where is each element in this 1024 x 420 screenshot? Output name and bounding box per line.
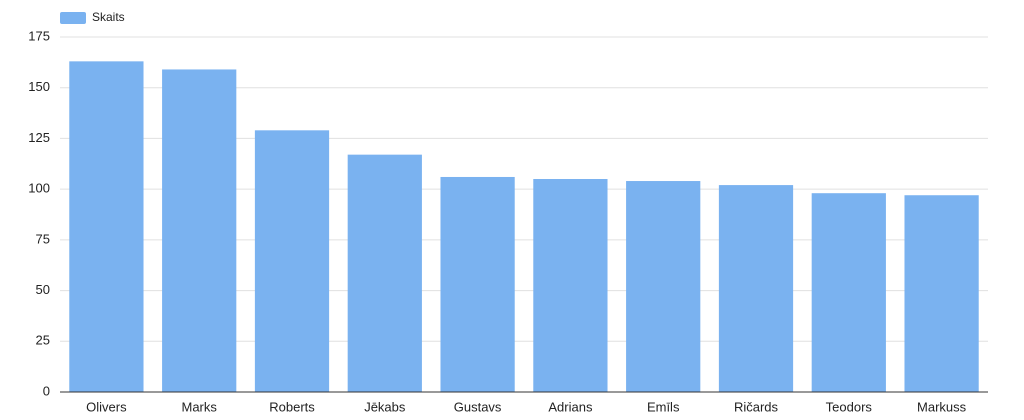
bar <box>254 130 330 393</box>
bar <box>811 193 886 392</box>
x-tick-label: Emīls <box>647 399 680 414</box>
x-tick-label: Roberts <box>269 399 315 414</box>
y-tick-label: 175 <box>28 28 50 43</box>
y-tick-label: 125 <box>28 130 50 145</box>
bar <box>626 181 701 392</box>
bar <box>904 195 979 392</box>
x-tick-label: Olivers <box>86 399 127 414</box>
y-tick-label: 150 <box>28 79 50 94</box>
y-tick-label: 50 <box>36 282 50 297</box>
y-tick-label: 100 <box>28 181 50 196</box>
x-tick-label: Teodors <box>826 399 873 414</box>
x-tick-label: Markuss <box>917 399 967 414</box>
x-tick-label: Adrians <box>548 399 593 414</box>
bar <box>718 185 794 392</box>
x-tick-label: Gustavs <box>454 399 502 414</box>
y-tick-label: 0 <box>43 383 50 398</box>
x-tick-label: Ričards <box>734 399 779 414</box>
legend-swatch <box>60 12 86 24</box>
bar <box>69 61 144 392</box>
bar <box>533 179 608 392</box>
y-tick-label: 25 <box>36 333 50 348</box>
y-tick-label: 75 <box>36 231 50 246</box>
bar <box>347 154 422 392</box>
legend-label: Skaits <box>92 10 125 24</box>
bar <box>162 69 237 392</box>
x-tick-label: Marks <box>182 399 218 414</box>
x-tick-label: Jēkabs <box>364 399 406 414</box>
bar <box>440 176 515 392</box>
